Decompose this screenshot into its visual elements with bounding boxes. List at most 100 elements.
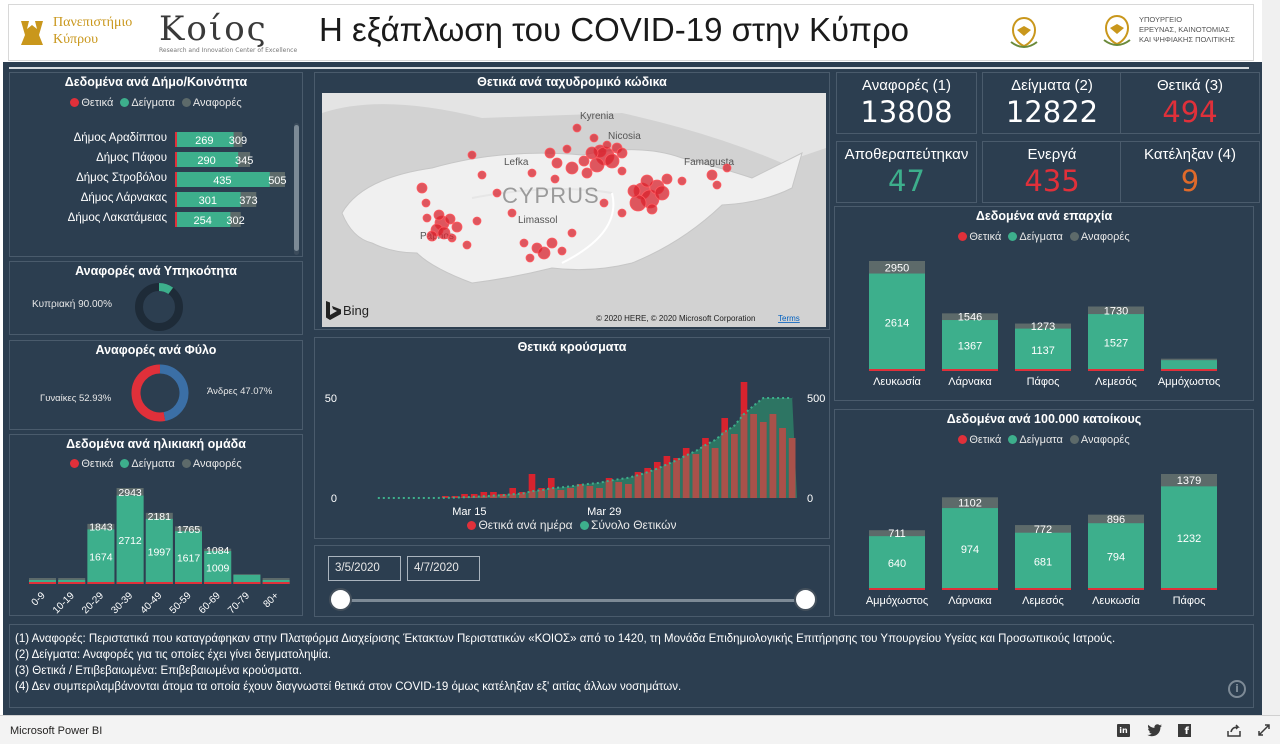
map-point[interactable] (604, 153, 620, 169)
positive-bar[interactable] (175, 132, 177, 147)
daily-bar[interactable] (547, 478, 555, 498)
samples-bar[interactable] (1161, 360, 1217, 371)
positive-bar[interactable] (58, 582, 86, 584)
map-point[interactable] (507, 208, 517, 218)
map-point[interactable] (581, 167, 593, 179)
kpi-card[interactable]: Ενεργά 435 (982, 141, 1122, 203)
samples-bar[interactable] (869, 536, 925, 590)
map-point[interactable] (422, 213, 432, 223)
positive-bar[interactable] (262, 582, 290, 584)
samples-bar[interactable] (869, 273, 925, 371)
samples-bar[interactable] (1088, 523, 1144, 590)
samples-bar[interactable] (204, 551, 232, 584)
map-point[interactable] (447, 233, 457, 243)
positive-bar[interactable] (1015, 588, 1071, 590)
positive-bar[interactable] (29, 582, 56, 584)
map-point[interactable] (629, 194, 647, 212)
samples-bar[interactable] (233, 574, 261, 584)
map-point[interactable] (617, 166, 627, 176)
samples-bar[interactable] (1088, 314, 1144, 371)
positive-bar[interactable] (1161, 588, 1217, 590)
daily-bar[interactable] (441, 496, 449, 498)
positive-bar[interactable] (1088, 369, 1144, 371)
fullscreen-icon[interactable] (1256, 722, 1272, 738)
map-point[interactable] (640, 174, 654, 188)
map-point[interactable] (451, 221, 463, 233)
powerbi-brand-link[interactable]: Microsoft Power BI (10, 725, 103, 737)
map-canvas[interactable]: CYPRUS Kyrenia Nicosia Lefka Famagusta L… (322, 93, 826, 327)
samples-bar[interactable] (145, 518, 173, 584)
map-point[interactable] (416, 182, 428, 194)
map-point[interactable] (426, 230, 438, 242)
samples-bar[interactable] (87, 529, 115, 584)
samples-bar[interactable] (175, 132, 234, 147)
samples-bar[interactable] (175, 172, 270, 187)
map-point[interactable] (550, 174, 560, 184)
samples-bar[interactable] (175, 531, 202, 584)
map-point[interactable] (492, 188, 502, 198)
map-point[interactable] (421, 198, 431, 208)
positive-bar[interactable] (869, 369, 925, 371)
positive-bar[interactable] (1161, 369, 1217, 371)
nationality-ring[interactable] (135, 283, 183, 331)
positive-bar[interactable] (145, 582, 173, 584)
samples-bar[interactable] (175, 212, 231, 227)
municipality-panel[interactable]: Δεδομένα ανά Δήμο/Κοινότητα Θετικά Δείγμ… (9, 72, 303, 257)
daily-bar[interactable] (480, 492, 488, 498)
positive-bar[interactable] (942, 588, 998, 590)
date-slicer[interactable]: 3/5/2020 4/7/2020 (314, 545, 830, 617)
positive-bar[interactable] (1088, 588, 1144, 590)
slider-track[interactable] (341, 599, 807, 602)
map-panel[interactable]: Θετικά ανά ταχυδρομικό κώδικα CYPRUS Kyr… (314, 72, 830, 330)
map-point[interactable] (537, 246, 551, 260)
map-point[interactable] (602, 140, 612, 150)
map-point[interactable] (572, 123, 582, 133)
map-point[interactable] (433, 209, 445, 221)
kpi-card[interactable]: Αποθεραπεύτηκαν 47 (836, 141, 977, 203)
total-area[interactable] (373, 398, 797, 498)
facebook-icon[interactable]: f (1178, 724, 1191, 737)
samples-bar[interactable] (1015, 328, 1071, 371)
positive-bar[interactable] (204, 582, 232, 584)
scrollbar-track[interactable] (294, 123, 299, 255)
map-point[interactable] (654, 185, 670, 201)
positive-bar[interactable] (175, 172, 177, 187)
map-point[interactable] (599, 198, 609, 208)
map-point[interactable] (477, 170, 487, 180)
samples-bar[interactable] (175, 192, 241, 207)
district-panel[interactable]: Δεδομένα ανά επαρχία Θετικά Δείγματα Ανα… (834, 206, 1254, 401)
positive-bar[interactable] (175, 582, 202, 584)
map-point[interactable] (661, 173, 673, 185)
info-icon[interactable]: i (1228, 680, 1246, 698)
daily-bar[interactable] (509, 488, 517, 498)
map-point[interactable] (551, 157, 563, 169)
map-point[interactable] (444, 213, 456, 225)
map-point[interactable] (578, 155, 590, 167)
age-panel[interactable]: Δεδομένα ανά ηλικιακή ομάδα Θετικά Δείγμ… (9, 434, 303, 616)
linkedin-icon[interactable]: in (1117, 724, 1130, 737)
map-point[interactable] (589, 133, 599, 143)
per100k-panel[interactable]: Δεδομένα ανά 100.000 κατοίκους Θετικά Δε… (834, 409, 1254, 616)
map-point[interactable] (589, 157, 605, 173)
kpi-card[interactable]: Κατέληξαν (4) 9 (1120, 141, 1260, 203)
map-point[interactable] (527, 168, 537, 178)
map-point[interactable] (462, 240, 472, 250)
map-terms-link[interactable]: Terms (778, 314, 800, 323)
positive-bar[interactable] (116, 582, 144, 584)
map-point[interactable] (557, 246, 567, 256)
kpi-card[interactable]: Αναφορές (1) 13808 (836, 72, 977, 134)
slider-start-handle[interactable] (329, 588, 352, 611)
cyprus-map[interactable]: CYPRUS Kyrenia Nicosia Lefka Famagusta L… (322, 93, 826, 327)
daily-bar[interactable] (451, 496, 459, 498)
map-point[interactable] (567, 228, 577, 238)
map-point[interactable] (472, 216, 482, 226)
positive-bar[interactable] (175, 192, 177, 207)
positive-bar[interactable] (1015, 369, 1071, 371)
map-points[interactable] (416, 123, 732, 263)
page-scrollbar[interactable] (1262, 0, 1280, 715)
positive-bar[interactable] (233, 582, 261, 584)
map-point[interactable] (565, 161, 579, 175)
map-point[interactable] (467, 150, 477, 160)
map-point[interactable] (706, 169, 718, 181)
map-point[interactable] (616, 147, 628, 159)
